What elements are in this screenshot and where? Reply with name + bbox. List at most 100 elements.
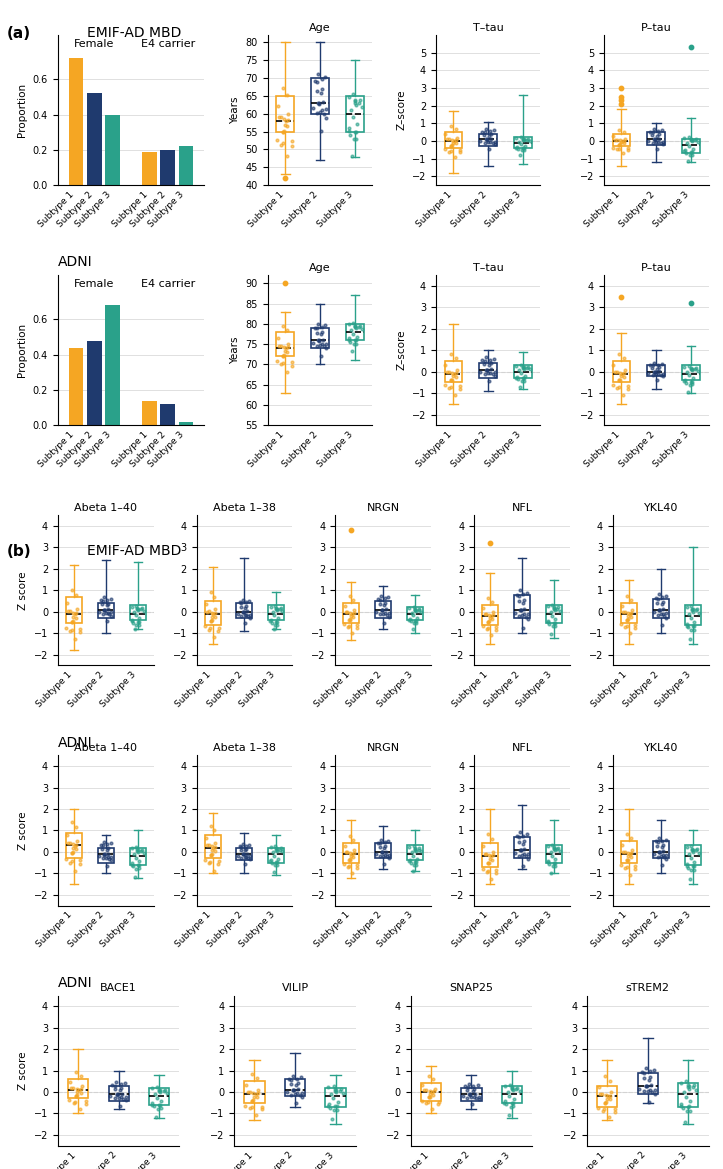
Point xyxy=(240,593,252,611)
Point xyxy=(447,133,458,152)
Y-axis label: Years: Years xyxy=(230,337,240,364)
Point xyxy=(345,844,356,863)
Point xyxy=(617,348,629,367)
Point xyxy=(71,1086,82,1105)
Point xyxy=(132,843,144,862)
Point xyxy=(499,1093,510,1112)
Point xyxy=(617,123,629,141)
Point xyxy=(129,603,140,622)
Point xyxy=(70,817,82,836)
Point xyxy=(449,386,461,404)
Point xyxy=(246,1098,257,1116)
Point xyxy=(208,838,219,857)
Point xyxy=(353,318,364,337)
Point xyxy=(241,839,252,858)
Point xyxy=(213,852,224,871)
Point xyxy=(427,1070,439,1088)
Point xyxy=(343,610,355,629)
Point xyxy=(244,1082,255,1101)
Point xyxy=(661,845,672,864)
Point xyxy=(518,832,530,851)
Point xyxy=(61,825,73,844)
Point xyxy=(489,366,500,385)
Point xyxy=(348,334,359,353)
Point xyxy=(320,101,332,119)
Point xyxy=(119,1074,131,1093)
Point xyxy=(265,597,276,616)
Point xyxy=(315,346,327,365)
Point xyxy=(136,599,147,617)
Point xyxy=(383,849,395,867)
Point xyxy=(69,630,81,649)
Point xyxy=(486,830,497,849)
Point xyxy=(615,91,627,110)
Point xyxy=(330,1080,342,1099)
Point xyxy=(236,837,247,856)
Point xyxy=(488,350,500,368)
Point xyxy=(657,132,669,151)
Point xyxy=(615,88,627,106)
Point xyxy=(484,139,495,158)
Point xyxy=(517,139,529,158)
Point xyxy=(515,842,526,860)
Point xyxy=(132,601,144,620)
Point xyxy=(292,1080,304,1099)
Point xyxy=(291,1084,303,1102)
Point xyxy=(351,858,363,877)
Point xyxy=(485,870,497,888)
Point xyxy=(651,837,663,856)
Y-axis label: Z score: Z score xyxy=(18,572,28,609)
Point xyxy=(428,1085,440,1104)
Point xyxy=(205,611,217,630)
Point xyxy=(351,618,363,637)
Point xyxy=(512,139,523,158)
Point xyxy=(653,125,664,144)
Text: Female: Female xyxy=(74,279,115,289)
Point xyxy=(414,600,425,618)
Point xyxy=(657,593,669,611)
Point xyxy=(350,123,362,141)
Point xyxy=(100,611,112,630)
Point xyxy=(201,602,213,621)
Point xyxy=(273,337,285,355)
Point xyxy=(690,841,702,859)
Point xyxy=(657,600,669,618)
Point xyxy=(685,130,697,148)
Point xyxy=(520,846,531,865)
Point xyxy=(480,348,492,367)
Point xyxy=(512,369,523,388)
Point xyxy=(484,606,495,624)
Point xyxy=(132,841,144,859)
Point xyxy=(656,354,668,373)
Point xyxy=(605,1082,617,1101)
Point xyxy=(482,862,494,880)
Point xyxy=(479,844,490,863)
Point xyxy=(542,596,554,615)
Point xyxy=(241,606,252,624)
Point xyxy=(612,379,623,397)
Point xyxy=(136,841,147,859)
Point xyxy=(315,122,327,140)
Point xyxy=(271,131,283,150)
Point xyxy=(657,836,669,855)
Bar xyxy=(179,422,194,426)
Point xyxy=(244,848,256,866)
Bar xyxy=(142,152,157,185)
Title: sTREM2: sTREM2 xyxy=(625,983,669,994)
Point xyxy=(688,139,699,158)
Point xyxy=(684,1101,696,1120)
Point xyxy=(629,860,641,879)
Point xyxy=(68,1093,80,1112)
Point xyxy=(688,860,699,879)
Point xyxy=(619,602,630,621)
Point xyxy=(638,1068,649,1087)
Point xyxy=(547,595,558,614)
Point xyxy=(294,1086,306,1105)
Point xyxy=(281,339,292,358)
Point xyxy=(418,1081,429,1100)
Point xyxy=(265,851,277,870)
Point xyxy=(242,607,254,625)
Point xyxy=(205,611,216,630)
Point xyxy=(655,133,667,152)
Point xyxy=(688,857,699,876)
